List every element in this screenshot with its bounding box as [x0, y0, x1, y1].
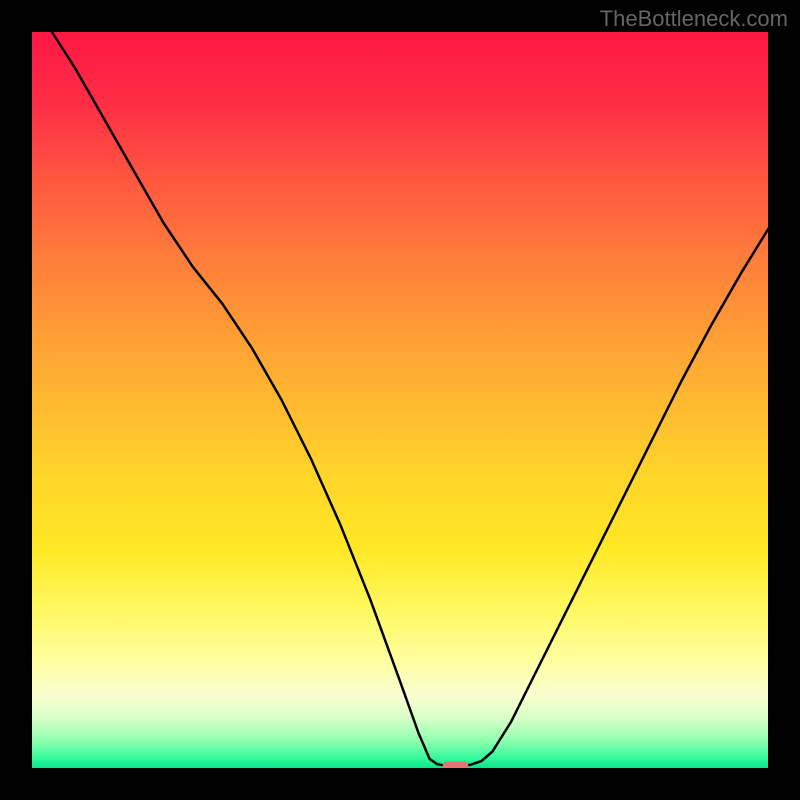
- bottleneck-chart: TheBottleneck.com: [0, 0, 800, 800]
- watermark-text: TheBottleneck.com: [600, 6, 788, 32]
- gradient-background: [30, 30, 770, 770]
- chart-svg: [0, 0, 800, 800]
